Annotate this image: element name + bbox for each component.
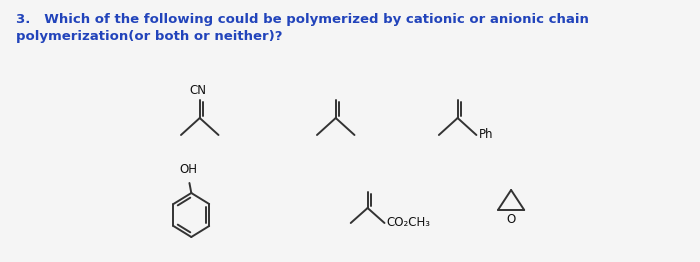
Text: 3.   Which of the following could be polymerized by cationic or anionic chain: 3. Which of the following could be polym… — [16, 13, 589, 26]
Text: OH: OH — [179, 163, 197, 176]
Text: CN: CN — [190, 84, 206, 97]
Text: O: O — [507, 213, 516, 226]
Text: CO₂CH₃: CO₂CH₃ — [386, 216, 430, 230]
Text: Ph: Ph — [480, 128, 494, 141]
Text: polymerization(or both or neither)?: polymerization(or both or neither)? — [16, 30, 282, 43]
